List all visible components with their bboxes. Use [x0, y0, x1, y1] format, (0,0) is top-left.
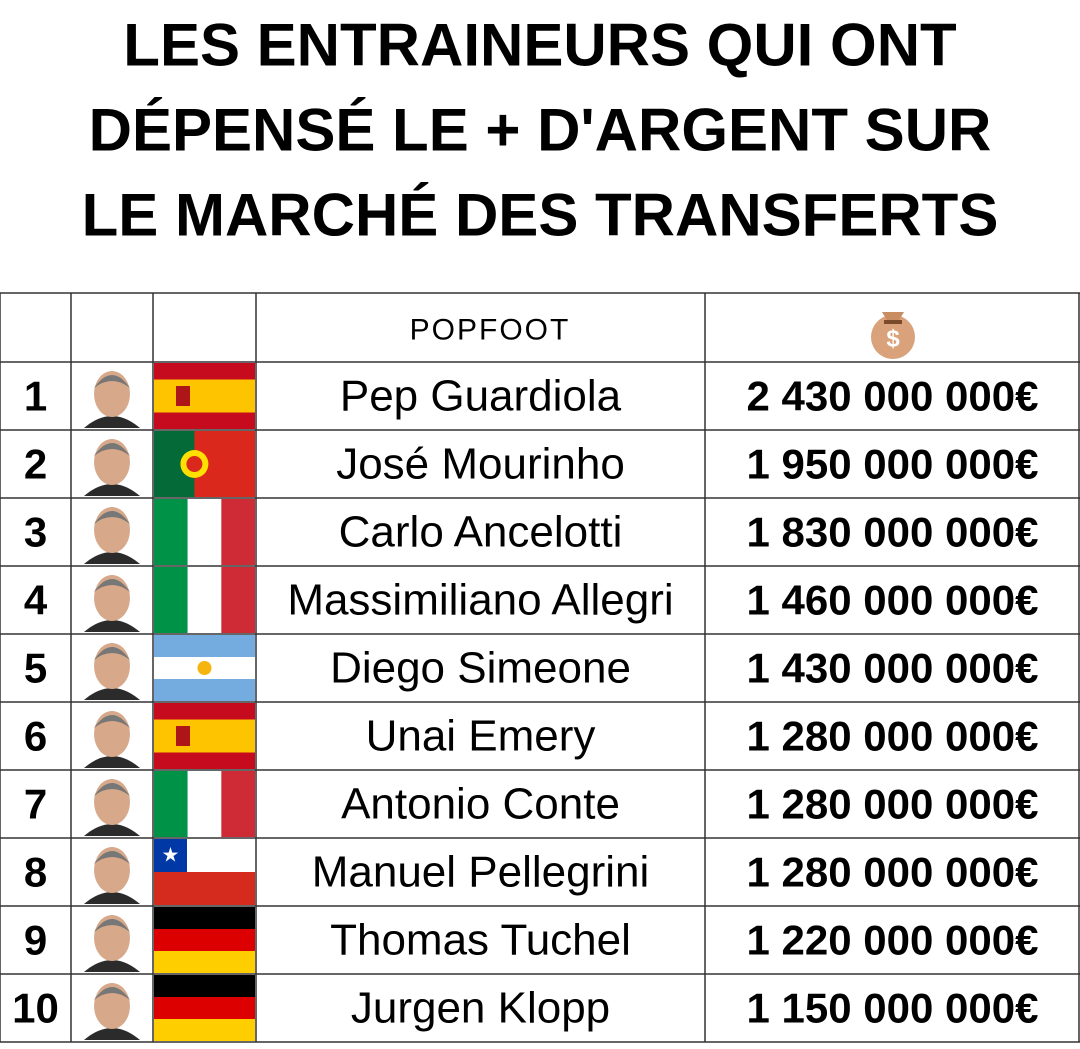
amount: 1 430 000 000€	[747, 645, 1039, 692]
amount: 1 460 000 000€	[747, 577, 1039, 624]
rank: 7	[24, 781, 47, 828]
coach-name: Pep Guardiola	[340, 372, 622, 421]
coach-photo	[84, 439, 140, 496]
amount: 1 220 000 000€	[747, 917, 1039, 964]
flag	[154, 975, 255, 1041]
rank: 5	[24, 645, 47, 692]
flag	[154, 567, 255, 633]
amount: 1 950 000 000€	[747, 441, 1039, 488]
coach-name: Carlo Ancelotti	[339, 508, 623, 557]
coach-photo	[84, 779, 140, 836]
title-line: LE MARCHÉ DES TRANSFERTS	[82, 182, 999, 249]
rank: 8	[24, 849, 47, 896]
coach-name: José Mourinho	[336, 440, 625, 489]
flag	[154, 703, 255, 769]
coach-photo	[84, 711, 140, 768]
rank: 4	[24, 577, 48, 624]
coach-name: Thomas Tuchel	[330, 916, 631, 965]
coach-name: Massimiliano Allegri	[287, 576, 673, 625]
coach-photo	[84, 575, 140, 632]
coach-photo	[84, 847, 140, 904]
rank: 6	[24, 713, 47, 760]
rank: 9	[24, 917, 47, 964]
svg-text:$: $	[886, 326, 900, 353]
amount: 1 280 000 000€	[747, 781, 1039, 828]
coach-name: Antonio Conte	[341, 780, 620, 829]
amount: 1 280 000 000€	[747, 713, 1039, 760]
coach-name: Jurgen Klopp	[351, 984, 610, 1033]
amount: 1 150 000 000€	[747, 985, 1039, 1032]
brand-logo: POPFOOT	[410, 314, 571, 347]
flag	[154, 431, 255, 497]
rank: 1	[24, 373, 47, 420]
flag	[154, 771, 255, 837]
rank: 10	[12, 985, 59, 1032]
amount: 1 830 000 000€	[747, 509, 1039, 556]
flag	[154, 635, 255, 701]
coach-name: Diego Simeone	[330, 644, 631, 693]
coach-photo	[84, 507, 140, 564]
svg-text:★: ★	[162, 845, 180, 867]
rank: 3	[24, 509, 47, 556]
amount: 2 430 000 000€	[747, 373, 1039, 420]
rank: 2	[24, 441, 47, 488]
flag: ★	[154, 839, 255, 905]
coach-photo	[84, 643, 140, 700]
amount: 1 280 000 000€	[747, 849, 1039, 896]
flag	[154, 907, 255, 973]
title-line: LES ENTRAINEURS QUI ONT	[123, 12, 956, 79]
flag	[154, 363, 255, 429]
coach-name: Manuel Pellegrini	[312, 848, 650, 897]
coach-photo	[84, 915, 140, 972]
coach-name: Unai Emery	[366, 712, 596, 761]
flag	[154, 499, 255, 565]
coach-photo	[84, 371, 140, 428]
money-bag-icon: $	[871, 312, 915, 359]
coach-photo	[84, 983, 140, 1040]
title-line: DÉPENSÉ LE + D'ARGENT SUR	[89, 97, 992, 164]
